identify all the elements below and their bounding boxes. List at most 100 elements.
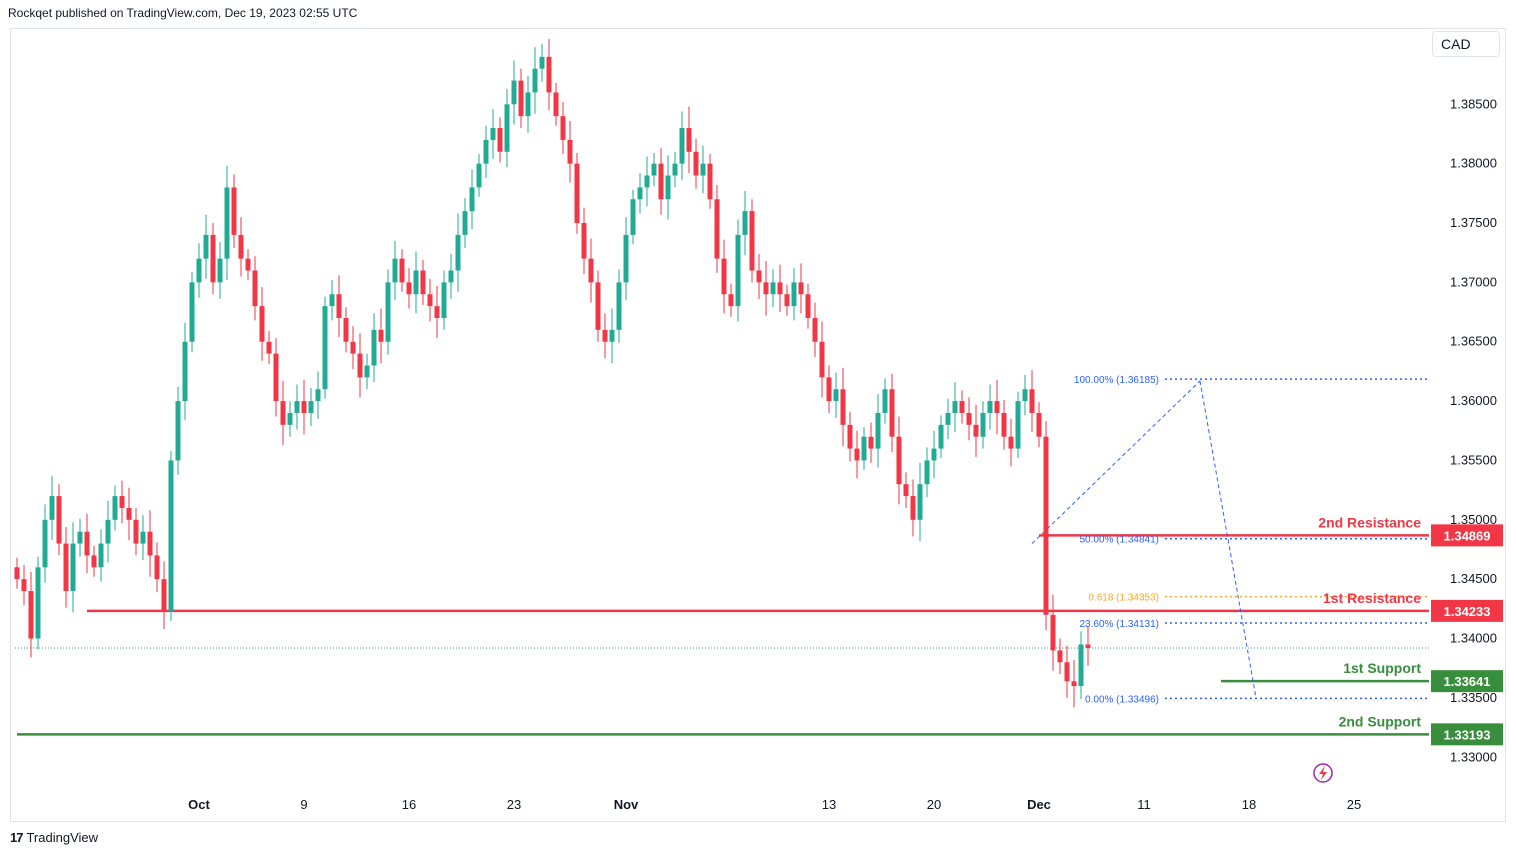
candle-body	[672, 163, 678, 176]
candle-body	[441, 282, 447, 318]
candle-body	[553, 92, 559, 117]
candle-body	[315, 389, 321, 402]
fib-trend-line	[1031, 380, 1201, 544]
candle-body	[182, 341, 188, 402]
candle-body	[1078, 644, 1084, 687]
candle-body	[1043, 436, 1049, 615]
candle-body	[287, 412, 293, 425]
time-axis: Oct 9 16 23 Nov 13 20 Dec 11 18 25	[188, 797, 1361, 812]
level-labels-layer: 2nd Resistance 1.34869 1st Resistance 1.342…	[1318, 514, 1503, 746]
candle-body	[49, 496, 55, 520]
candle-body	[252, 270, 258, 307]
candle-body	[336, 294, 342, 318]
price-axis: 1.33000 1.33500 1.34000 1.34500 1.35000 1.355…	[1450, 96, 1497, 764]
candle-body	[420, 270, 426, 295]
time-tick-label: Nov	[614, 797, 639, 812]
candle-body	[1008, 436, 1014, 449]
candle-body	[476, 163, 482, 188]
lightning-icon[interactable]	[1313, 763, 1333, 783]
candle-body	[140, 531, 146, 544]
price-tick-label: 1.37000	[1450, 274, 1497, 289]
candle-body	[189, 282, 195, 342]
level-label: 2nd Resistance	[1318, 514, 1421, 530]
time-tick-label: 25	[1347, 797, 1361, 812]
time-tick-label: 18	[1242, 797, 1256, 812]
candle-body	[280, 401, 286, 425]
level-price-text: 1.33641	[1444, 674, 1491, 689]
candle-body	[770, 282, 776, 295]
publisher-caption: Rockqet published on TradingView.com, De…	[8, 6, 358, 20]
candle-body	[357, 353, 363, 378]
candle-body	[742, 211, 748, 235]
candle-body	[154, 555, 160, 580]
candle-body	[560, 116, 566, 140]
candle-body	[756, 270, 762, 283]
candle-body	[798, 282, 804, 295]
candle-body	[868, 436, 874, 449]
candle-body	[917, 484, 923, 520]
candle-body	[721, 258, 727, 295]
candle-body	[910, 496, 916, 520]
candle-body	[413, 270, 419, 295]
time-tick-label: Dec	[1027, 797, 1051, 812]
candle-body	[91, 555, 97, 568]
candle-body	[350, 341, 356, 354]
level-price-tag	[1431, 670, 1503, 693]
candle-body	[882, 389, 888, 413]
candle-body	[994, 401, 1000, 413]
candle-body	[427, 294, 433, 307]
candle-body	[35, 567, 41, 639]
candle-body	[448, 270, 454, 283]
time-tick-label: 16	[402, 797, 416, 812]
candle-body	[980, 412, 986, 437]
brand-name: TradingView	[26, 830, 99, 845]
candle-body	[735, 234, 741, 307]
footer: 17 TradingView	[10, 830, 98, 845]
candle-body	[231, 187, 237, 235]
candle-body	[301, 401, 307, 413]
candle-body	[588, 258, 594, 283]
price-tick-label: 1.34500	[1450, 571, 1497, 586]
candle-body	[259, 306, 265, 342]
candle-body	[203, 234, 209, 259]
chart-frame[interactable]: 100.00% (1.36185) 50.00% (1.34841) 0.618 (…	[10, 28, 1506, 822]
candle-body	[595, 282, 601, 330]
price-tick-label: 1.35500	[1450, 452, 1497, 467]
candle-body	[686, 128, 692, 152]
price-tick-label: 1.35000	[1450, 512, 1497, 527]
candle-body	[56, 496, 62, 544]
candle-body	[126, 507, 132, 520]
candle-body	[322, 306, 328, 390]
candle-body	[329, 294, 335, 307]
candle-body	[658, 163, 664, 200]
candle-body	[70, 543, 76, 592]
price-tick-label: 1.36500	[1450, 334, 1497, 349]
time-tick-label: 23	[507, 797, 521, 812]
level-price-tag	[1431, 599, 1503, 622]
candle-body	[602, 329, 608, 342]
time-tick-label: 11	[1137, 797, 1151, 812]
candle-body	[175, 401, 181, 461]
price-tick-label: 1.34000	[1450, 631, 1497, 646]
candle-body	[364, 365, 370, 378]
candle-body	[665, 175, 671, 200]
currency-badge[interactable]: CAD	[1432, 31, 1500, 57]
candle-body	[791, 282, 797, 307]
candle-body	[483, 139, 489, 164]
candle-body	[224, 187, 230, 259]
candle-body	[959, 401, 965, 413]
level-price-text: 1.34869	[1444, 528, 1491, 543]
candle-body	[42, 519, 48, 568]
candle-body	[385, 282, 391, 342]
candle-body	[84, 531, 90, 556]
candle-body	[119, 496, 125, 508]
candle-body	[812, 317, 818, 342]
price-chart[interactable]: 100.00% (1.36185) 50.00% (1.34841) 0.618 (…	[11, 29, 1505, 821]
candle-body	[238, 234, 244, 259]
candle-body	[1029, 389, 1035, 413]
candle-body	[462, 211, 468, 235]
candle-body	[693, 151, 699, 176]
candle-body	[973, 424, 979, 437]
tradingview-logo-icon: 17	[10, 830, 24, 845]
price-tick-label: 1.37500	[1450, 215, 1497, 230]
